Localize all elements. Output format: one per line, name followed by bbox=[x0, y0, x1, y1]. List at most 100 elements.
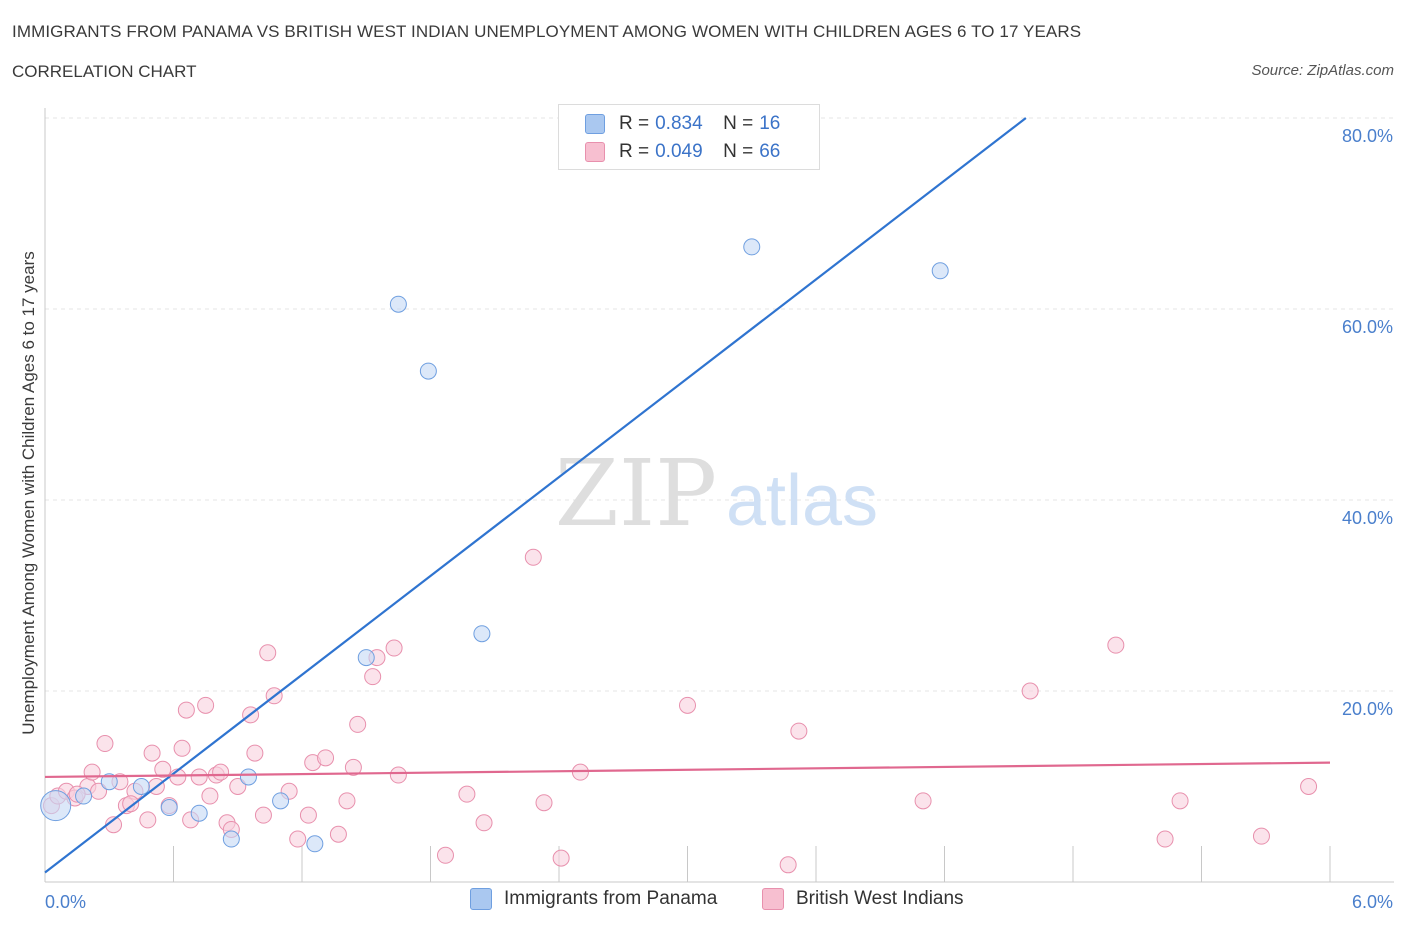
watermark-zip: ZIP bbox=[555, 440, 717, 547]
point-bwi bbox=[1156, 830, 1174, 848]
legend-label: Immigrants from Panama bbox=[504, 888, 718, 909]
trendline-bwi bbox=[44, 761, 1331, 779]
point-bwi bbox=[436, 846, 454, 864]
legend-swatch-pink bbox=[585, 142, 605, 162]
point-bwi bbox=[229, 778, 247, 795]
point-bwi bbox=[139, 811, 157, 829]
point-panama bbox=[743, 238, 761, 256]
point-panama bbox=[40, 790, 72, 822]
legend-label: British West Indians bbox=[796, 888, 964, 909]
n-value: 16 bbox=[759, 113, 781, 134]
point-bwi bbox=[173, 739, 191, 757]
point-bwi bbox=[338, 792, 356, 810]
point-panama bbox=[239, 768, 257, 786]
point-bwi bbox=[154, 760, 172, 778]
y-tick-label: 20.0% bbox=[1342, 699, 1393, 719]
point-panama bbox=[160, 799, 178, 817]
point-panama bbox=[357, 649, 375, 667]
point-bwi bbox=[212, 763, 230, 781]
point-bwi bbox=[299, 806, 317, 824]
point-bwi bbox=[349, 715, 367, 733]
watermark: ZIP atlas bbox=[555, 440, 878, 547]
point-bwi bbox=[317, 749, 335, 767]
point-bwi bbox=[1021, 682, 1039, 700]
y-tick-label: 60.0% bbox=[1342, 317, 1393, 337]
point-panama bbox=[272, 792, 290, 810]
chart-title: IMMIGRANTS FROM PANAMA VS BRITISH WEST I… bbox=[12, 22, 1082, 41]
point-bwi bbox=[364, 668, 382, 686]
point-bwi bbox=[190, 768, 208, 786]
point-bwi bbox=[524, 548, 542, 566]
series-legend: Immigrants from Panama British West Indi… bbox=[0, 888, 1406, 918]
point-bwi bbox=[96, 735, 114, 753]
legend-swatch-blue bbox=[585, 114, 605, 134]
series-british-west-indians bbox=[42, 548, 1318, 874]
n-value: 66 bbox=[759, 141, 781, 162]
r-value: 0.834 bbox=[655, 113, 703, 134]
point-bwi bbox=[679, 696, 696, 714]
point-panama bbox=[389, 295, 407, 313]
point-bwi bbox=[1252, 827, 1270, 845]
x-tick-label: 0.0% bbox=[45, 892, 86, 912]
legend-swatch-blue bbox=[470, 888, 492, 910]
trendline-panama bbox=[44, 117, 1027, 874]
point-bwi bbox=[177, 701, 195, 719]
watermark-atlas: atlas bbox=[726, 461, 878, 541]
r-label: R = bbox=[619, 113, 650, 134]
point-bwi bbox=[329, 825, 347, 843]
trendlines bbox=[44, 117, 1331, 874]
point-bwi bbox=[914, 792, 932, 810]
point-panama bbox=[306, 835, 324, 853]
r-label: R = bbox=[619, 141, 650, 162]
point-panama bbox=[931, 262, 949, 280]
point-bwi bbox=[458, 785, 476, 803]
point-bwi bbox=[1171, 792, 1189, 810]
point-bwi bbox=[259, 644, 277, 662]
stats-row-bwi: R = 0.049 N = 66 bbox=[585, 139, 780, 165]
point-bwi bbox=[246, 744, 264, 762]
point-panama bbox=[132, 778, 150, 795]
series-immigrants-from-panama bbox=[40, 238, 949, 853]
legend-item-bwi[interactable]: British West Indians bbox=[762, 888, 964, 910]
y-tick-label: 40.0% bbox=[1342, 508, 1393, 528]
y-tick-label: 80.0% bbox=[1342, 126, 1393, 146]
point-bwi bbox=[201, 787, 219, 805]
point-bwi bbox=[389, 766, 407, 784]
point-bwi bbox=[1107, 636, 1125, 654]
y-axis-label: Unemployment Among Women with Children A… bbox=[19, 251, 38, 735]
n-label: N = bbox=[723, 113, 754, 134]
point-panama bbox=[419, 362, 437, 380]
point-bwi bbox=[535, 794, 553, 812]
n-label: N = bbox=[723, 141, 754, 162]
point-panama bbox=[473, 625, 491, 643]
point-bwi bbox=[143, 744, 161, 762]
point-bwi bbox=[289, 830, 307, 848]
point-panama bbox=[190, 804, 208, 822]
point-bwi bbox=[475, 814, 493, 832]
point-bwi bbox=[197, 696, 215, 714]
point-bwi bbox=[83, 763, 101, 781]
chart-subtitle: CORRELATION CHART bbox=[12, 62, 197, 81]
point-panama bbox=[222, 830, 240, 848]
point-bwi bbox=[122, 795, 140, 813]
x-tick-label: 6.0% bbox=[1352, 892, 1393, 912]
point-bwi bbox=[790, 722, 808, 740]
stats-row-panama: R = 0.834 N = 16 bbox=[585, 111, 780, 137]
legend-swatch-pink bbox=[762, 888, 784, 910]
point-panama bbox=[100, 773, 118, 791]
point-bwi bbox=[1300, 778, 1318, 795]
legend-item-panama[interactable]: Immigrants from Panama bbox=[470, 888, 717, 910]
axes bbox=[44, 108, 1394, 883]
stats-legend: R = 0.834 N = 16 R = 0.049 N = 66 bbox=[558, 104, 820, 170]
grid bbox=[45, 117, 1394, 692]
point-panama bbox=[75, 787, 93, 805]
point-bwi bbox=[344, 758, 362, 776]
point-bwi bbox=[385, 639, 403, 657]
r-value: 0.049 bbox=[655, 141, 703, 162]
tick-labels: 20.0% 40.0% 60.0% 80.0% 0.0% 6.0% bbox=[45, 126, 1393, 912]
point-bwi bbox=[552, 849, 570, 867]
point-bwi bbox=[779, 856, 797, 874]
point-bwi bbox=[571, 763, 589, 781]
source-credit: Source: ZipAtlas.com bbox=[1251, 62, 1394, 79]
